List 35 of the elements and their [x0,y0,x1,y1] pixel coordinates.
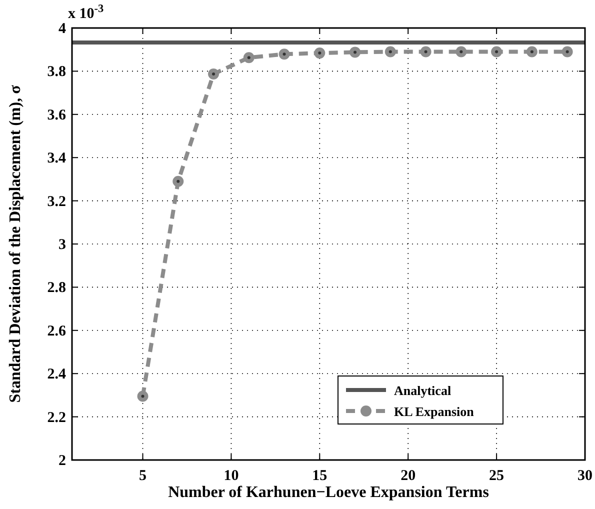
y-tick-label: 2.4 [47,366,66,383]
x-tick-label: 25 [489,468,504,484]
legend-label: KL Expansion [394,404,475,419]
x-tick-label: 15 [312,468,328,484]
y-tick-label: 2.8 [47,280,66,296]
y-tick-label: 2.6 [47,323,66,340]
point [420,46,432,58]
y-tick-label: 3.4 [47,150,66,167]
point [562,46,573,58]
y-tick-label: 3.2 [47,194,66,210]
point [456,46,467,58]
y-tick-label: 2.2 [47,410,66,426]
y-tick-label: 3.6 [47,107,66,124]
x-tick-label: 30 [578,468,592,484]
y-tick-label: 4 [58,21,66,37]
point [314,48,326,59]
x-axis-title: Number of Karhunen−Loeve Expansion Terms [168,484,489,501]
x-tick-label: 10 [224,468,239,484]
point [384,46,396,58]
x-tick-label: 20 [400,468,416,484]
point [350,46,361,58]
point [278,48,290,60]
y-tick-label: 2 [58,453,66,469]
point [243,52,254,64]
point [172,176,184,187]
y-axis-title: Standard Deviation of the Displacement (m), σ [7,84,24,403]
point [491,46,502,58]
point [526,46,538,58]
x-tick-label: 5 [139,468,147,484]
text: x 10$^{-3}$ [68,3,104,22]
point [137,390,148,402]
point [208,68,220,80]
legend-label: Analytical [394,383,452,398]
y-tick-label: 3.8 [47,64,66,80]
y-tick-label: 3 [58,237,66,253]
